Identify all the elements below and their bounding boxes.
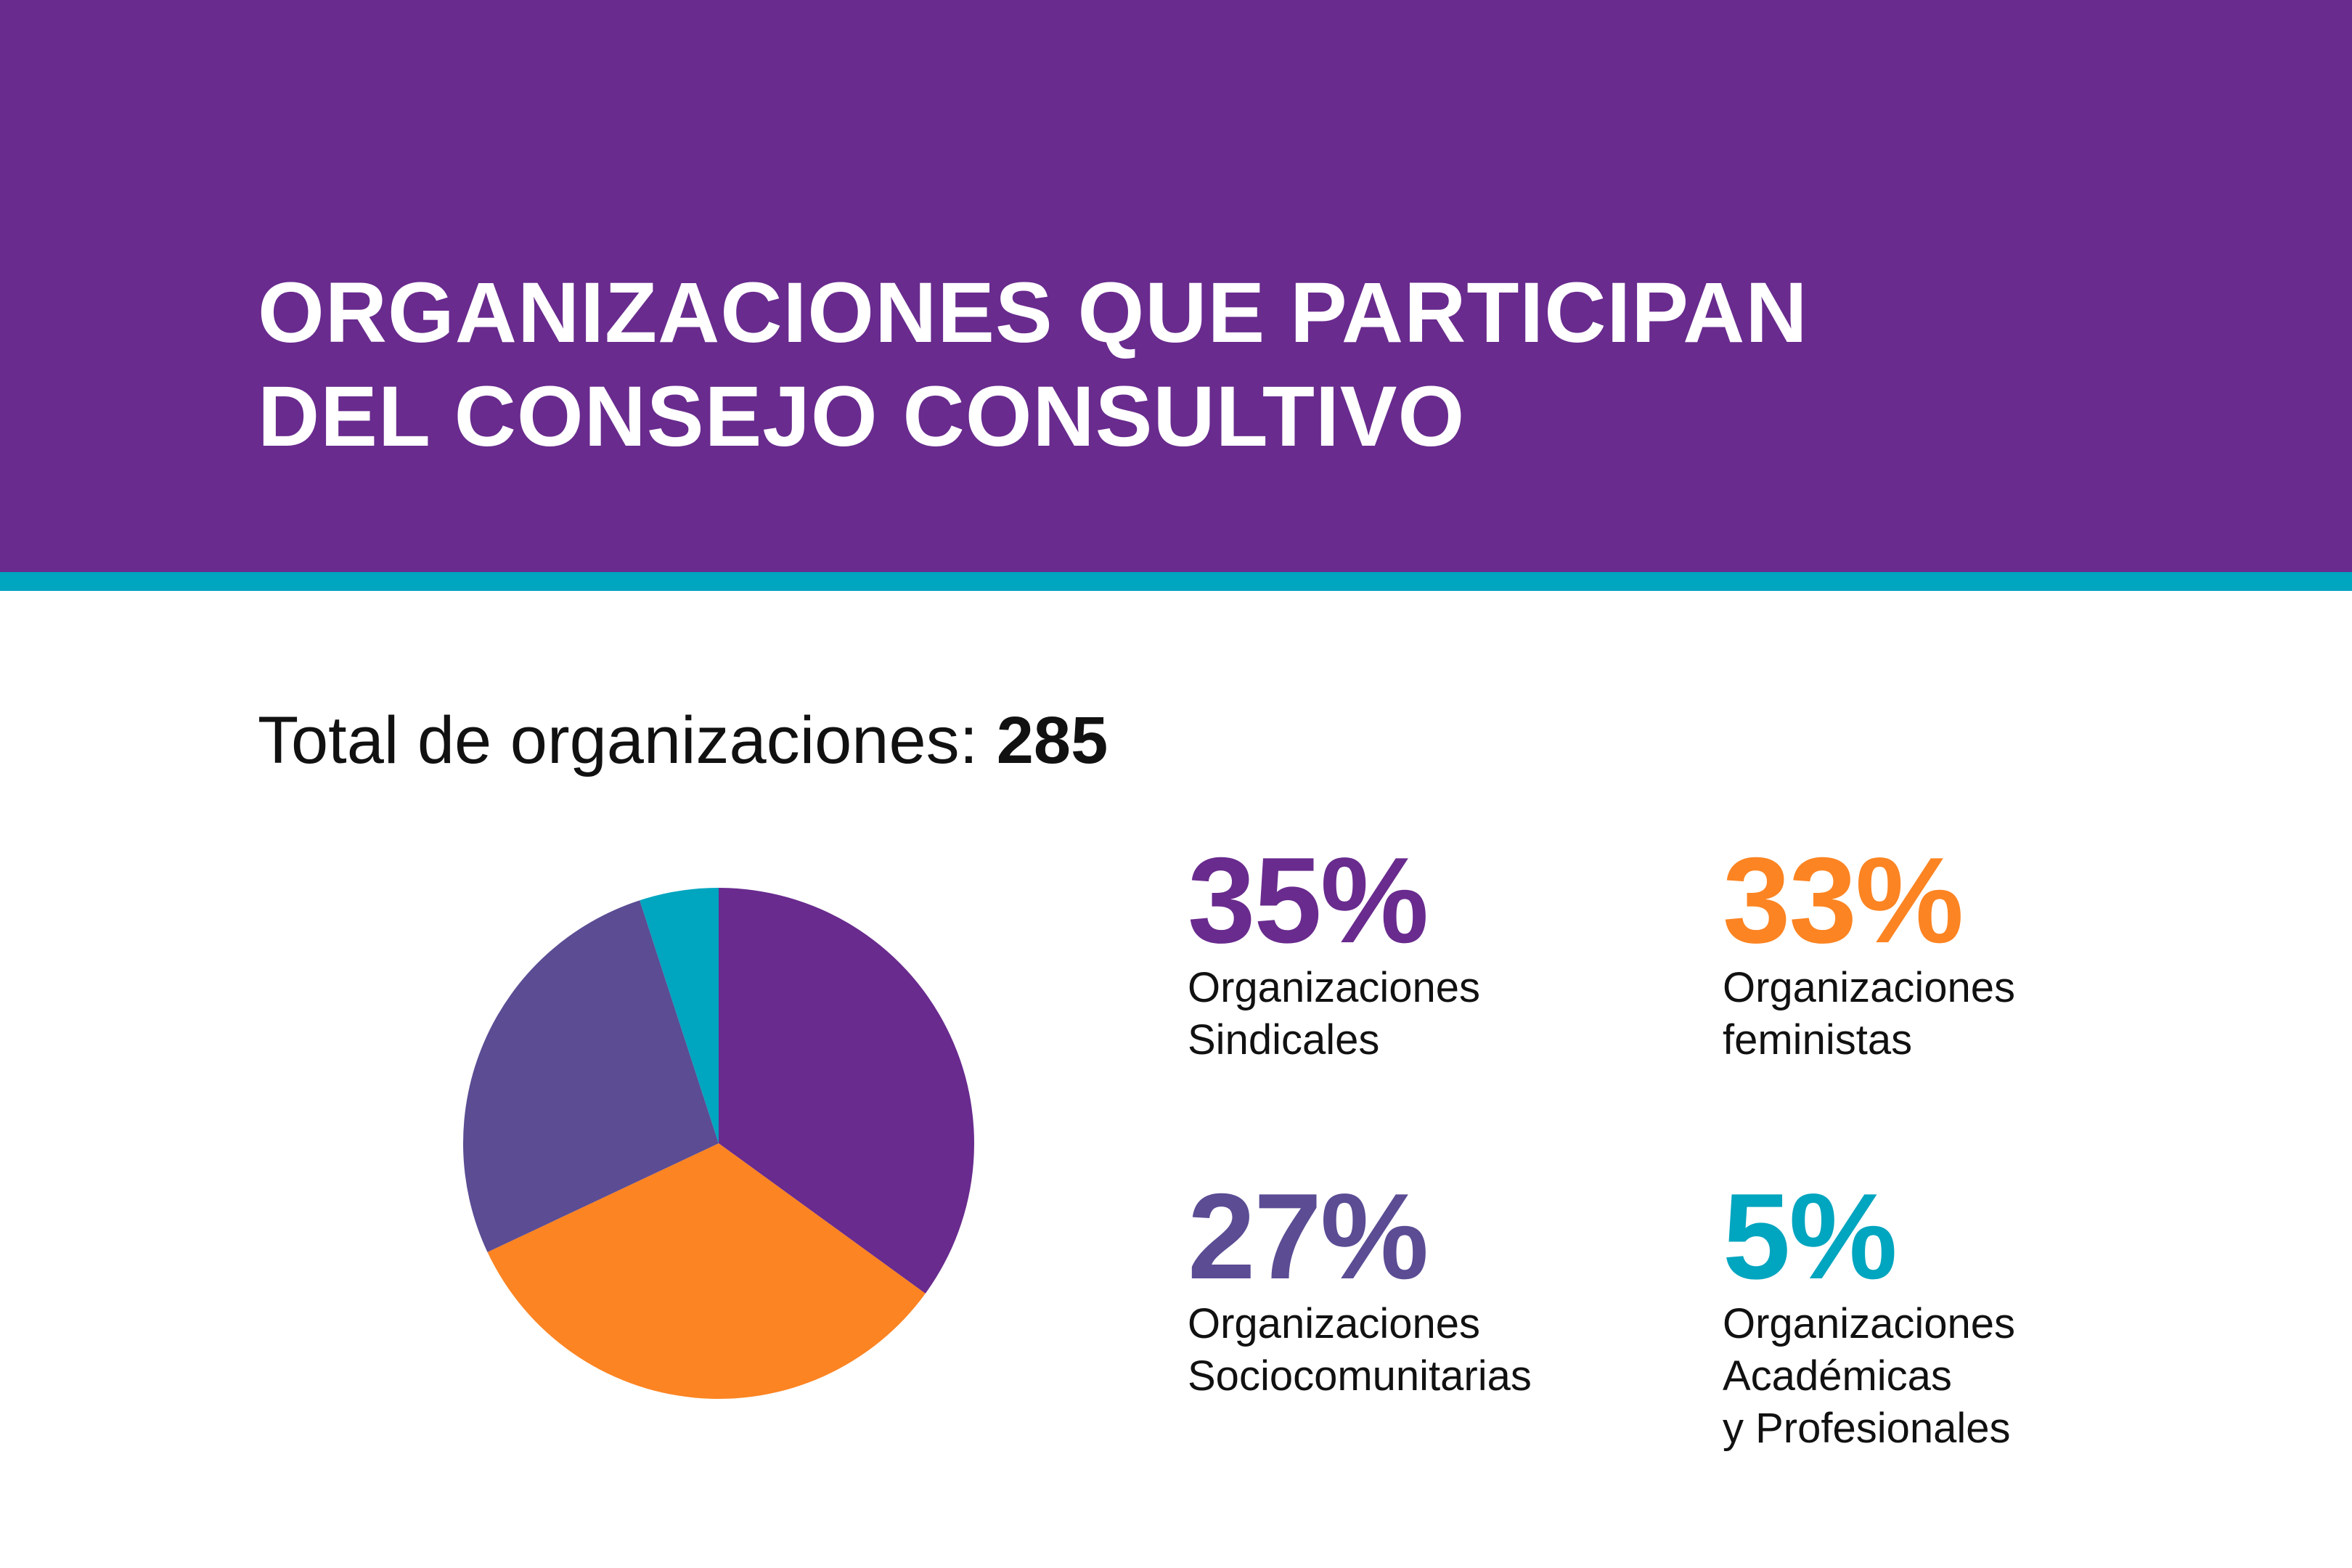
legend-label-line: Organizaciones xyxy=(1723,1300,2015,1347)
total-value: 285 xyxy=(996,703,1108,777)
legend-label-line: feministas xyxy=(1723,1016,1913,1063)
legend-label-line: Organizaciones xyxy=(1723,964,2015,1011)
page-title: ORGANIZACIONES QUE PARTICIPAN DEL CONSEJ… xyxy=(258,261,1808,469)
slice-legend-sociocomunitarias: 27% Organizaciones Sociocomunitarias xyxy=(1188,1175,1532,1402)
legend-label-line: Sindicales xyxy=(1188,1016,1380,1063)
total-organizations: Total de organizaciones: 285 xyxy=(258,697,1108,784)
pie-slice-sociocomunitarias xyxy=(463,900,719,1252)
legend-percent: 27% xyxy=(1188,1168,1429,1304)
legend-percent: 5% xyxy=(1723,1168,1898,1304)
pie-slice-feministas xyxy=(487,1143,926,1399)
slice-legend-feministas: 33% Organizaciones feministas xyxy=(1723,838,2015,1066)
slice-legend-academicas: 5% Organizaciones Académicas y Profesion… xyxy=(1723,1175,2015,1455)
pie-slice-academicas xyxy=(640,888,719,1143)
slice-legend-sindicales: 35% Organizaciones Sindicales xyxy=(1188,838,1480,1066)
legend-label-line: Académicas xyxy=(1723,1352,1952,1400)
total-label: Total de organizaciones: xyxy=(258,703,979,777)
legend-label: Organizaciones Sindicales xyxy=(1188,962,1480,1066)
header-band xyxy=(0,0,2352,572)
legend-percent: 35% xyxy=(1188,832,1429,968)
legend-label: Organizaciones Académicas y Profesionale… xyxy=(1723,1298,2015,1455)
legend-label-line: y Profesionales xyxy=(1723,1405,2011,1452)
legend-label: Organizaciones feministas xyxy=(1723,962,2015,1066)
legend-label-line: Organizaciones xyxy=(1188,964,1480,1011)
legend-label-line: Organizaciones xyxy=(1188,1300,1480,1347)
header-stripe xyxy=(0,572,2352,591)
legend-label-line: Sociocomunitarias xyxy=(1188,1352,1532,1400)
pie-slice-sindicales xyxy=(719,888,974,1294)
pie-chart xyxy=(463,888,974,1399)
title-line-1: ORGANIZACIONES QUE PARTICIPAN xyxy=(258,265,1808,361)
legend-percent: 33% xyxy=(1723,832,1964,968)
title-line-2: DEL CONSEJO CONSULTIVO xyxy=(258,369,1466,465)
legend-label: Organizaciones Sociocomunitarias xyxy=(1188,1298,1532,1402)
